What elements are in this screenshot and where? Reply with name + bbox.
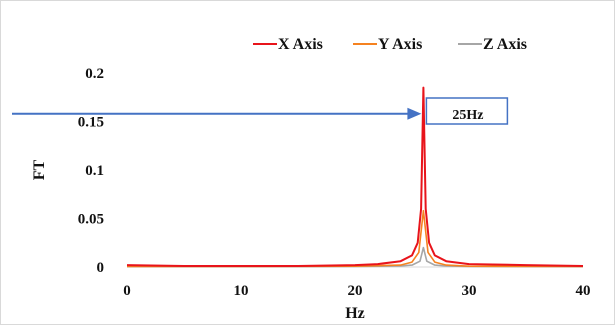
legend-entry: Z Axis [483, 36, 527, 53]
arrow-head-icon [407, 107, 422, 120]
series-line-y-axis [127, 209, 584, 268]
x-tick-labels: 0 10 20 30 40 [123, 283, 590, 299]
y-tick-label: 0 [97, 260, 105, 276]
x-tick-label: 30 [462, 283, 477, 299]
annotation-label: 25Hz [452, 108, 483, 123]
y-tick-labels: 0 0.05 0.1 0.15 0.2 [78, 66, 104, 276]
x-tick-label: 40 [576, 283, 591, 299]
series-line-z-axis [127, 246, 584, 268]
legend: X Axis Y Axis Z Axis [253, 36, 527, 53]
y-tick-label: 0.05 [78, 212, 104, 228]
x-tick-label: 10 [234, 283, 249, 299]
annotation: 25Hz [12, 97, 509, 125]
legend-entry: X Axis [278, 36, 323, 53]
y-tick-label: 0.1 [85, 163, 104, 179]
x-tick-label: 20 [348, 283, 363, 299]
series-line-x-axis [126, 86, 584, 267]
x-axis-label: Hz [345, 305, 365, 322]
x-tick-label: 0 [123, 283, 131, 299]
y-axis-label: FT [31, 159, 48, 180]
series-lines [126, 86, 584, 268]
legend-entry: Y Axis [378, 36, 422, 53]
y-tick-label: 0.15 [78, 115, 104, 131]
y-tick-label: 0.2 [85, 66, 104, 82]
annotation-box [425, 97, 509, 125]
